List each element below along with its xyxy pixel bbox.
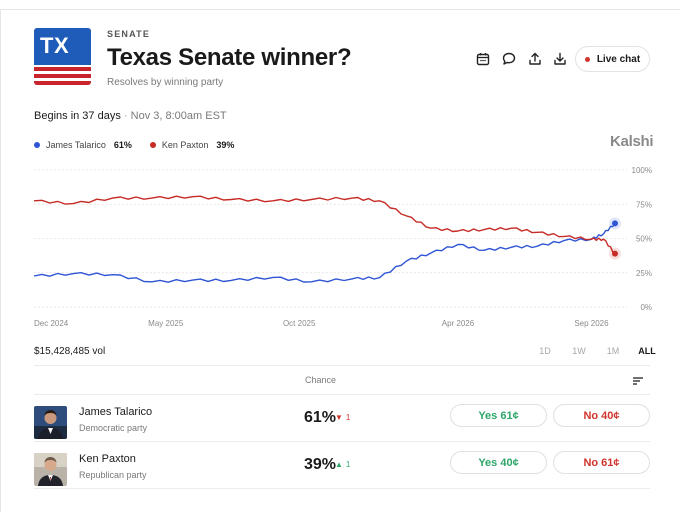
x-tick-label: Sep 2026 <box>574 319 609 328</box>
chance-delta: ▼ 1 <box>335 413 350 422</box>
table-header-divider <box>34 394 650 395</box>
range-1w-button[interactable]: 1W <box>572 346 586 356</box>
begins-date: Nov 3, 8:00am EST <box>130 110 227 122</box>
buy-no-button[interactable]: No 40¢ <box>553 404 650 427</box>
row-divider <box>34 441 650 442</box>
range-selector: 1D 1W 1M ALL <box>528 346 664 356</box>
live-dot-icon <box>584 56 590 62</box>
schedule-separator: · <box>123 110 128 122</box>
download-icon[interactable] <box>552 51 568 67</box>
range-1d-button[interactable]: 1D <box>539 346 551 356</box>
chance-delta: ▲ 1 <box>335 460 350 469</box>
legend-item-paxton: Ken Paxton 39% <box>149 140 235 150</box>
x-tick-label: Apr 2026 <box>442 319 475 328</box>
legend-dot-icon <box>34 142 40 148</box>
range-all-button[interactable]: ALL <box>638 346 656 356</box>
buy-yes-button[interactable]: Yes 40¢ <box>450 451 547 474</box>
page-subtitle: Resolves by winning party <box>107 77 224 88</box>
live-chat-label: Live chat <box>596 53 641 65</box>
candidate-party: Democratic party <box>79 423 148 433</box>
begins-text: Begins in 37 days <box>34 110 121 122</box>
market-category: SENATE <box>107 29 151 39</box>
candidate-name: James Talarico <box>79 406 153 418</box>
legend-name: Ken Paxton <box>161 140 209 150</box>
legend-pct: 61% <box>113 140 132 150</box>
candidate-name: Ken Paxton <box>79 453 136 465</box>
legend-dot-icon <box>149 142 156 148</box>
y-tick-label: 100% <box>632 166 652 175</box>
buy-yes-button[interactable]: Yes 61¢ <box>450 404 547 427</box>
live-chat-button[interactable]: Live chat <box>575 46 650 72</box>
table-row: Ken Paxton Republican party 39% ▲ 1 Yes … <box>34 451 650 497</box>
legend-name: James Talarico <box>46 140 106 150</box>
volume-text: $15,428,485 vol <box>34 346 106 357</box>
left-divider <box>0 10 1 512</box>
y-tick-label: 50% <box>636 235 652 244</box>
calendar-icon[interactable] <box>475 51 491 67</box>
chance-value: 39% <box>304 456 337 473</box>
x-tick-label: Dec 2024 <box>34 319 69 328</box>
legend-item-talarico: James Talarico 61% <box>34 140 132 150</box>
y-tick-label: 75% <box>636 200 652 209</box>
legend-pct: 39% <box>216 140 235 150</box>
table-row: James Talarico Democratic party 61% ▼ 1 … <box>34 404 650 450</box>
avatar <box>34 406 67 439</box>
y-tick-label: 0% <box>640 303 652 312</box>
chart-legend: James Talarico 61% Ken Paxton 39% <box>34 140 234 150</box>
flag-text: TX <box>40 33 70 58</box>
x-tick-label: Oct 2025 <box>283 319 316 328</box>
end-point-marker <box>612 250 618 257</box>
table-bottom-divider <box>34 488 650 489</box>
table-top-divider <box>34 365 650 366</box>
top-divider <box>0 9 680 10</box>
page-title: Texas Senate winner? <box>107 44 352 71</box>
share-icon[interactable] <box>527 51 543 67</box>
chance-column-header: Chance <box>305 375 337 385</box>
end-point-marker <box>612 220 618 227</box>
texas-flag-logo: TX <box>34 28 91 85</box>
y-tick-label: 25% <box>636 269 652 278</box>
avatar <box>34 453 67 486</box>
triangle-up-icon: ▲ <box>335 460 343 469</box>
series-line-paxton <box>33 195 616 255</box>
delta-value: 1 <box>345 460 351 469</box>
buy-no-button[interactable]: No 61¢ <box>553 451 650 474</box>
triangle-down-icon: ▼ <box>335 413 343 422</box>
x-tick-label: May 2025 <box>148 319 184 328</box>
sort-icon[interactable] <box>632 374 644 386</box>
range-1m-button[interactable]: 1M <box>606 346 620 356</box>
series-line-talarico <box>33 222 616 283</box>
kalshi-logo: Kalshi <box>610 133 654 150</box>
market-schedule: Begins in 37 days · Nov 3, 8:00am EST <box>34 110 227 122</box>
delta-value: 1 <box>345 413 351 422</box>
comment-icon[interactable] <box>501 51 517 67</box>
price-history-chart: 100% 75% 50% 25% 0% Dec 2024 May 2025 Oct 2025 A… <box>33 166 652 328</box>
chance-value: 61% <box>304 409 337 426</box>
candidate-party: Republican party <box>79 470 147 480</box>
